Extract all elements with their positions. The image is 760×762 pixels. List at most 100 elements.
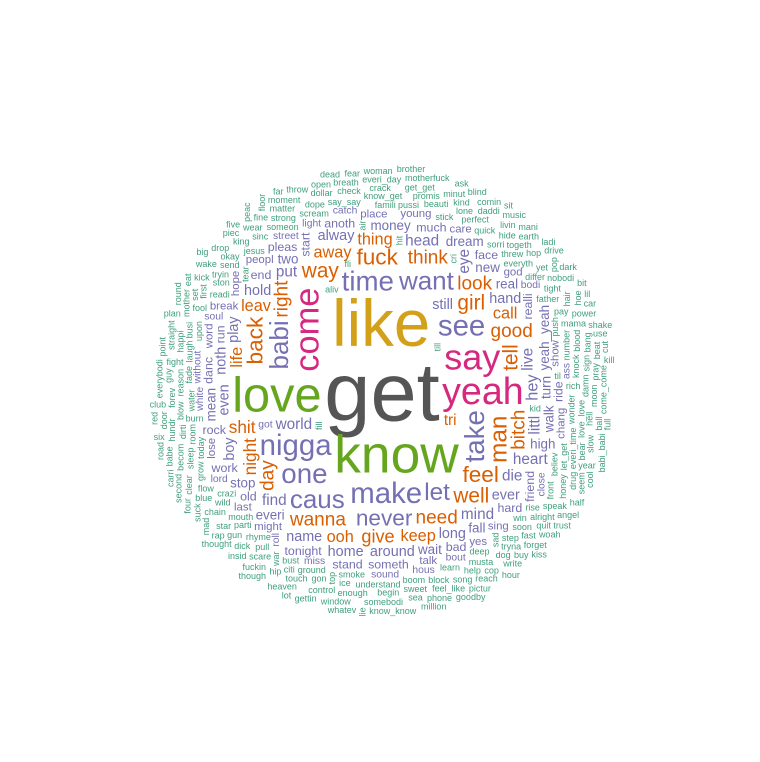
word-heart: heart xyxy=(513,451,549,468)
word-matter: matter xyxy=(270,204,296,214)
word-around: around xyxy=(370,544,415,560)
word-kind: kind xyxy=(453,197,470,207)
word-suck: suck xyxy=(193,503,203,522)
word-ask: ask xyxy=(455,179,470,189)
word-name: name xyxy=(286,529,322,545)
word-home: home xyxy=(328,544,364,560)
word-grow: grow xyxy=(196,461,206,481)
word-street: street xyxy=(273,231,299,242)
word-bust: bust xyxy=(282,556,300,566)
word-fear: fear xyxy=(344,169,360,179)
word-heaven: heaven xyxy=(267,582,297,592)
word-piec: piec xyxy=(223,228,240,238)
word-fuckin: fuckin xyxy=(243,562,267,572)
word-wait: wait xyxy=(417,542,442,557)
word-everyth: everyth xyxy=(504,258,534,268)
word-thought: thought xyxy=(202,539,233,549)
word-lord: lord xyxy=(211,474,228,485)
word-send: send xyxy=(220,260,240,270)
word-sad: sad xyxy=(491,533,501,548)
word-sinc: sinc xyxy=(252,231,269,241)
word-come: come xyxy=(288,288,326,372)
word-hide: hide xyxy=(499,230,516,240)
word-rap: rap xyxy=(212,531,225,541)
word-tryna: tryna xyxy=(501,542,521,552)
word-alright: alright xyxy=(530,512,555,522)
word-woman: woman xyxy=(363,166,393,176)
word-hey: hey xyxy=(523,374,541,401)
word-sorri: sorri xyxy=(487,239,505,249)
word-shit: shit xyxy=(229,417,256,437)
word-believ: believ xyxy=(549,452,559,476)
word-someth: someth xyxy=(368,558,409,572)
word-blue: blue xyxy=(195,493,212,503)
word-sleep: sleep xyxy=(186,448,196,470)
word-let-get: let_get xyxy=(559,443,569,471)
word-pleas: pleas xyxy=(268,240,298,254)
word-rock: rock xyxy=(202,423,226,437)
word-white: white xyxy=(195,387,206,412)
word-pray: pray xyxy=(590,363,600,381)
word-put: put xyxy=(276,264,298,281)
word-one: one xyxy=(281,458,327,489)
word-lose: lose xyxy=(206,438,218,459)
word-second: second xyxy=(174,474,184,503)
word-somebodi: somebodi xyxy=(364,597,403,607)
word-okay: okay xyxy=(220,252,240,262)
word-yet: yet xyxy=(536,263,549,273)
word-want: want xyxy=(398,265,455,295)
word-ice: ice xyxy=(339,578,351,588)
word-comin: comin xyxy=(477,197,501,207)
word-year: year xyxy=(578,461,596,471)
word-minut: minut xyxy=(443,189,466,199)
word-wonder: wonder xyxy=(567,394,577,425)
word-caus: caus xyxy=(290,484,345,514)
word-live: live xyxy=(520,348,537,371)
word-old: old xyxy=(240,489,257,503)
word-say: say xyxy=(444,336,500,377)
word-ball: ball xyxy=(594,417,604,431)
word-boom: boom xyxy=(403,575,426,585)
word-lone: lone xyxy=(456,206,473,216)
word-hit: hit xyxy=(394,235,404,245)
word-big: big xyxy=(196,247,208,257)
word-hold: hold xyxy=(244,283,271,299)
word-drop: drop xyxy=(211,243,229,253)
word-breath: breath xyxy=(333,178,359,188)
word-song: song xyxy=(453,574,473,584)
word-day: day xyxy=(258,460,279,491)
word-forget: forget xyxy=(524,540,548,550)
word-sweet: sweet xyxy=(404,584,428,594)
word-point: point xyxy=(157,336,167,356)
word-chain: chain xyxy=(204,507,226,517)
word-insid: insid xyxy=(228,551,247,561)
word-carri: carri xyxy=(165,469,175,487)
word-control: control xyxy=(308,585,335,595)
word-whatev: whatev xyxy=(327,605,357,615)
word-dream: dream xyxy=(446,234,484,249)
word-power: power xyxy=(572,308,597,318)
word-top: top xyxy=(327,572,337,585)
word-hoe: hoe xyxy=(573,290,583,305)
word-burn: burn xyxy=(186,413,204,423)
word-talk: talk xyxy=(419,555,437,567)
word-til: til xyxy=(554,371,561,381)
word-danc: danc xyxy=(202,357,216,384)
word-blood: blood xyxy=(572,330,582,352)
word-away: away xyxy=(313,243,352,261)
word-take: take xyxy=(459,410,490,462)
word-babi-babi: babi_babi xyxy=(597,433,607,472)
word-nobodi: nobodi xyxy=(547,273,574,283)
word-roll: roll xyxy=(271,533,282,547)
word-bear: bear xyxy=(577,442,587,460)
word-babe: babe xyxy=(165,446,175,466)
word-car: car xyxy=(584,299,597,309)
word-wild: wild xyxy=(214,497,231,507)
word-run: run xyxy=(214,325,228,343)
word-soul: soul xyxy=(204,312,223,323)
word-goodby: goodby xyxy=(456,592,486,602)
word-word: word xyxy=(203,324,215,350)
word-half: half xyxy=(570,498,585,508)
word-blow: blow xyxy=(175,401,185,420)
word-friend: friend xyxy=(523,471,537,502)
